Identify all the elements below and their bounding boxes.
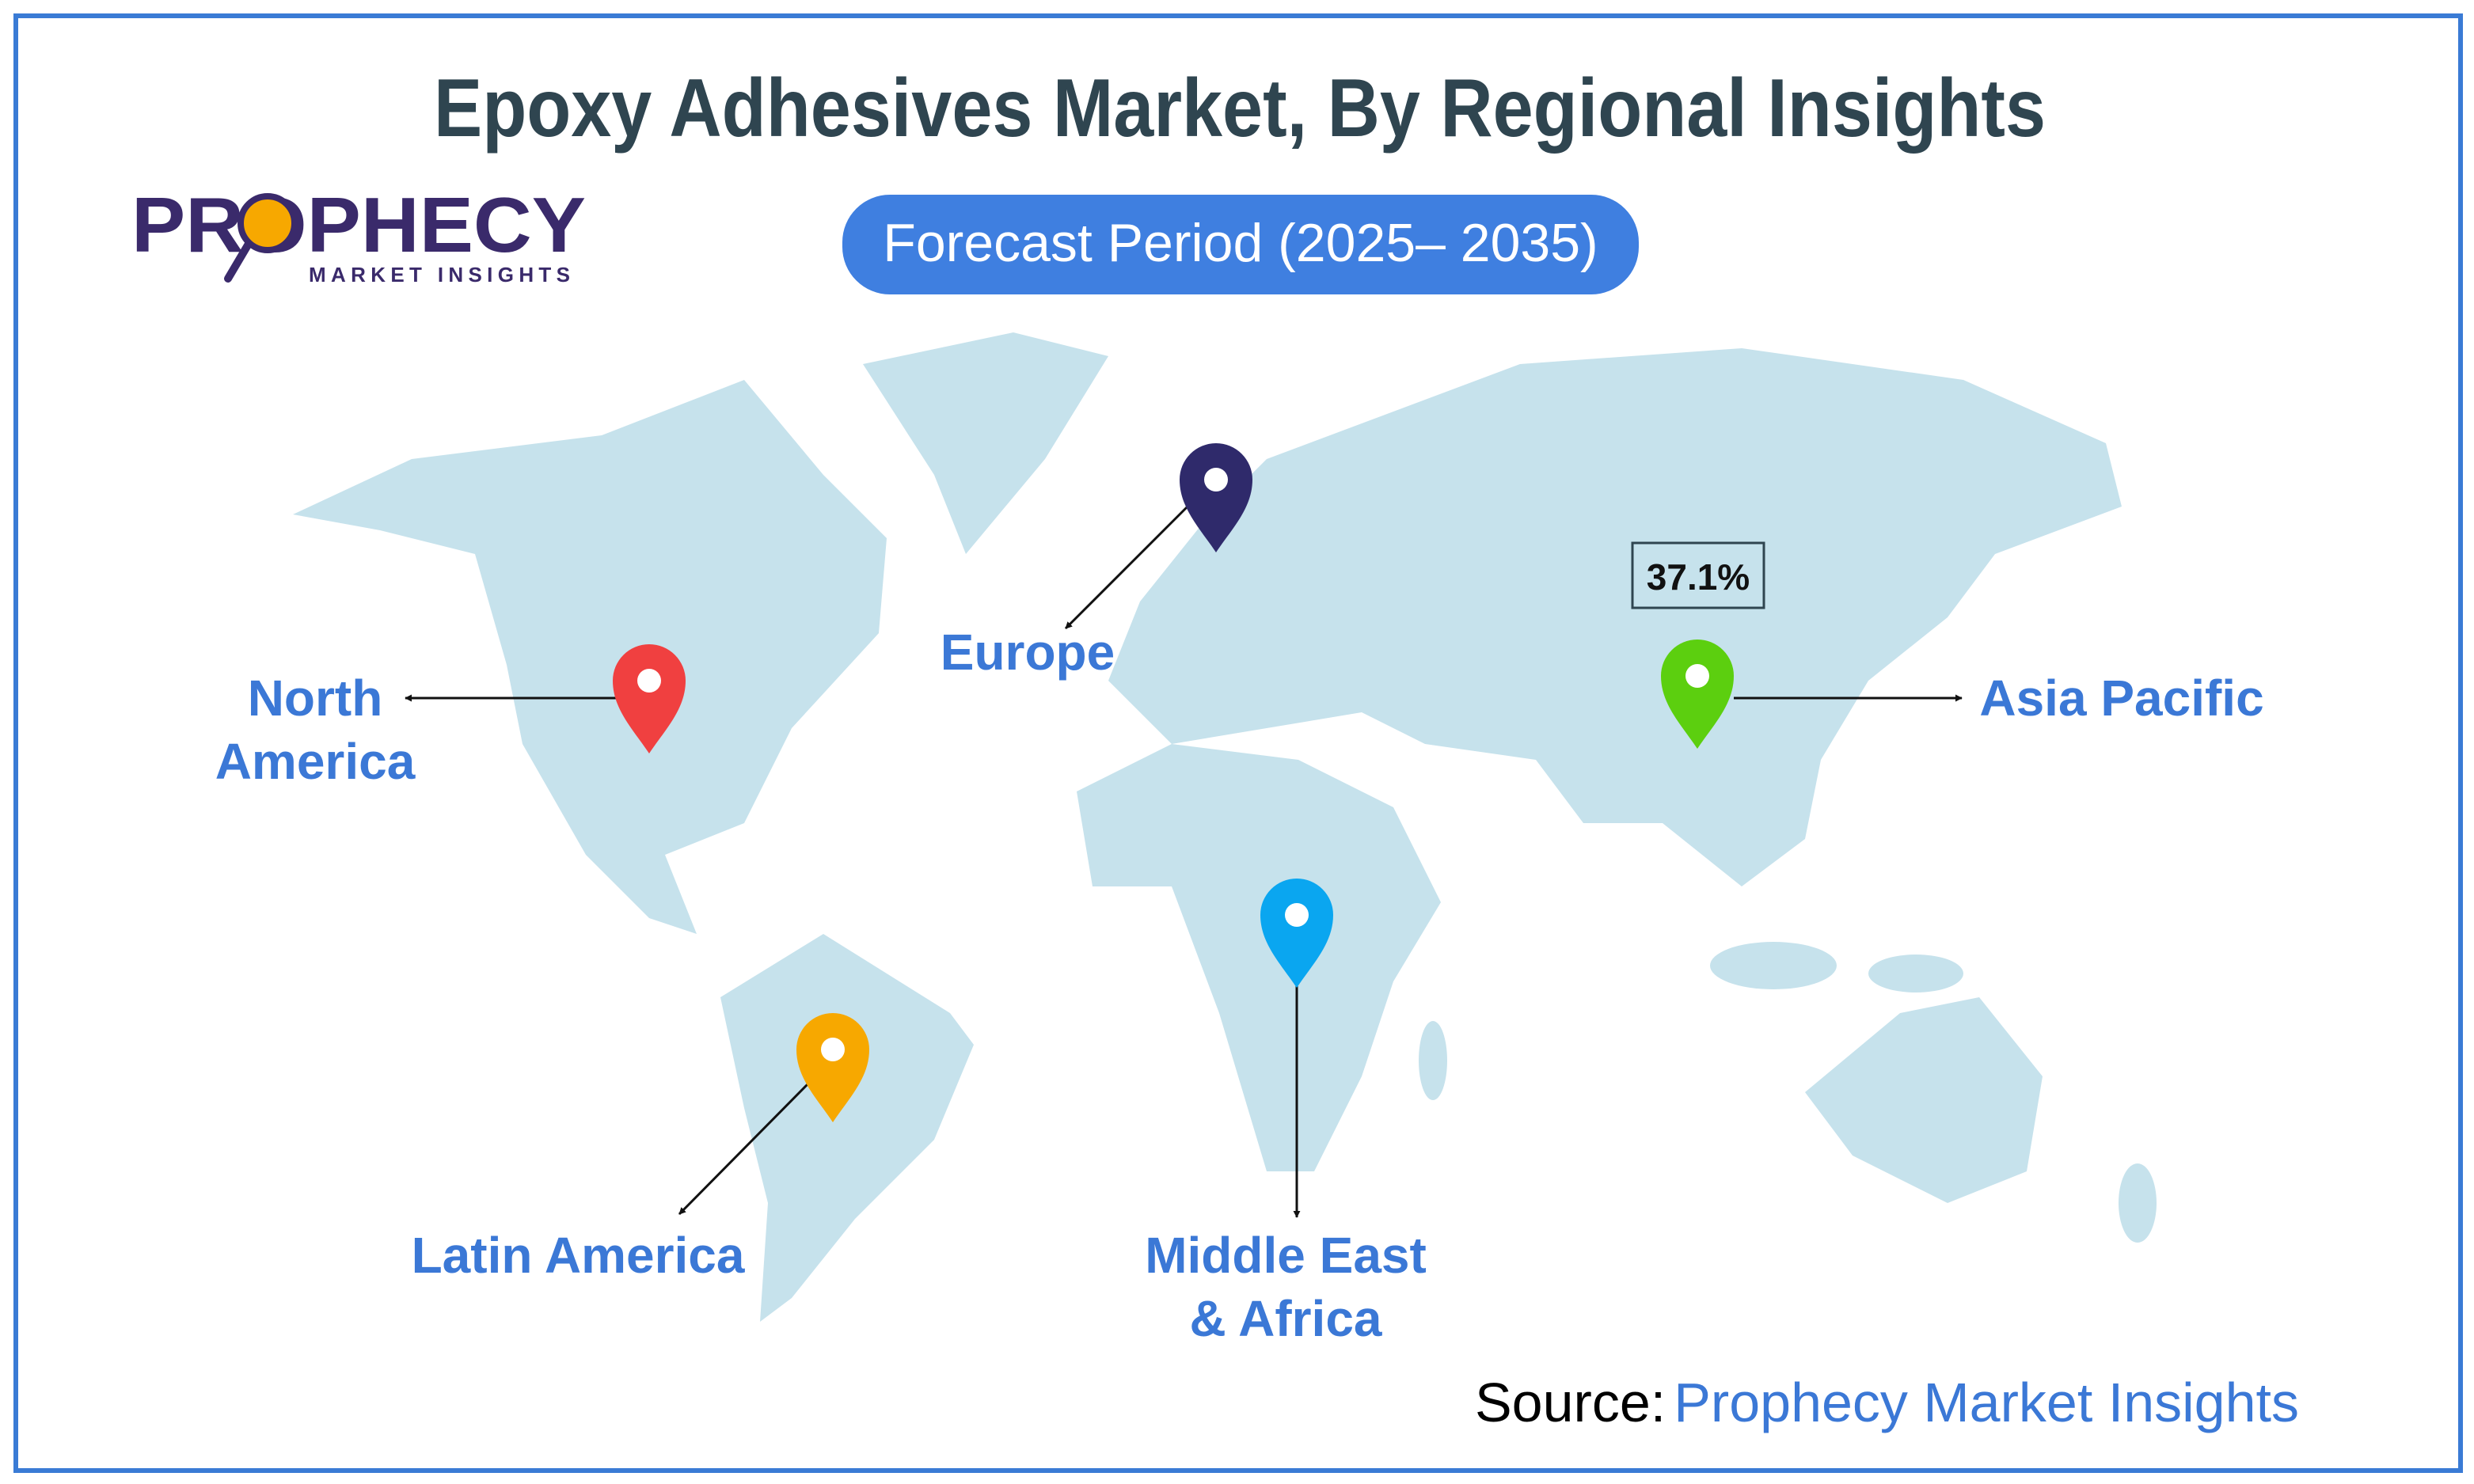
pin-dot	[1204, 468, 1228, 492]
pin	[1661, 640, 1734, 749]
region-value: 37.1%	[1647, 556, 1750, 598]
pin-dot	[821, 1038, 845, 1061]
logo: PROPHECY MARKET INSIGHTS	[131, 181, 586, 287]
world-map	[293, 332, 2157, 1322]
region-label: Asia Pacific	[1979, 670, 2263, 727]
new-zealand	[2119, 1163, 2157, 1243]
logo-name: PROPHECY	[131, 181, 586, 268]
region-label: Middle East	[1145, 1227, 1427, 1284]
eurasia	[1108, 348, 2122, 886]
madagascar	[1419, 1021, 1447, 1100]
title: Epoxy Adhesives Market, By Regional Insi…	[434, 63, 2046, 154]
logo-tagline: MARKET INSIGHTS	[309, 263, 570, 287]
greenland	[863, 332, 1108, 554]
pin-dot	[1285, 903, 1309, 927]
pin	[796, 1013, 869, 1122]
pin	[613, 644, 686, 753]
australia	[1805, 997, 2043, 1203]
forecast-text: Forecast Period (2025– 2035)	[883, 213, 1598, 273]
arrow	[1064, 505, 1189, 630]
value-box	[1631, 541, 1765, 609]
source-prefix: Source:	[1475, 1372, 1666, 1433]
source-name: Prophecy Market Insights	[1674, 1372, 2299, 1433]
pin-dot	[1685, 664, 1709, 688]
pin	[1260, 879, 1333, 988]
islands	[1710, 942, 1837, 989]
africa	[1077, 744, 1441, 1171]
north-america	[293, 380, 887, 934]
islands	[1868, 955, 1963, 992]
source: Source: Prophecy Market Insights	[1475, 1372, 2299, 1433]
south-america	[720, 934, 974, 1322]
region-label: North	[248, 670, 383, 727]
arrow	[678, 1083, 809, 1216]
pin	[1180, 443, 1252, 552]
region-label: Europe	[941, 624, 1115, 681]
pin-dot	[637, 669, 661, 693]
forecast-badge	[842, 195, 1639, 294]
region-label: America	[215, 733, 416, 790]
logo-handle	[224, 240, 253, 283]
region-label: Latin America	[412, 1227, 745, 1284]
region-label: & Africa	[1189, 1290, 1381, 1347]
logo-lens	[238, 193, 298, 253]
